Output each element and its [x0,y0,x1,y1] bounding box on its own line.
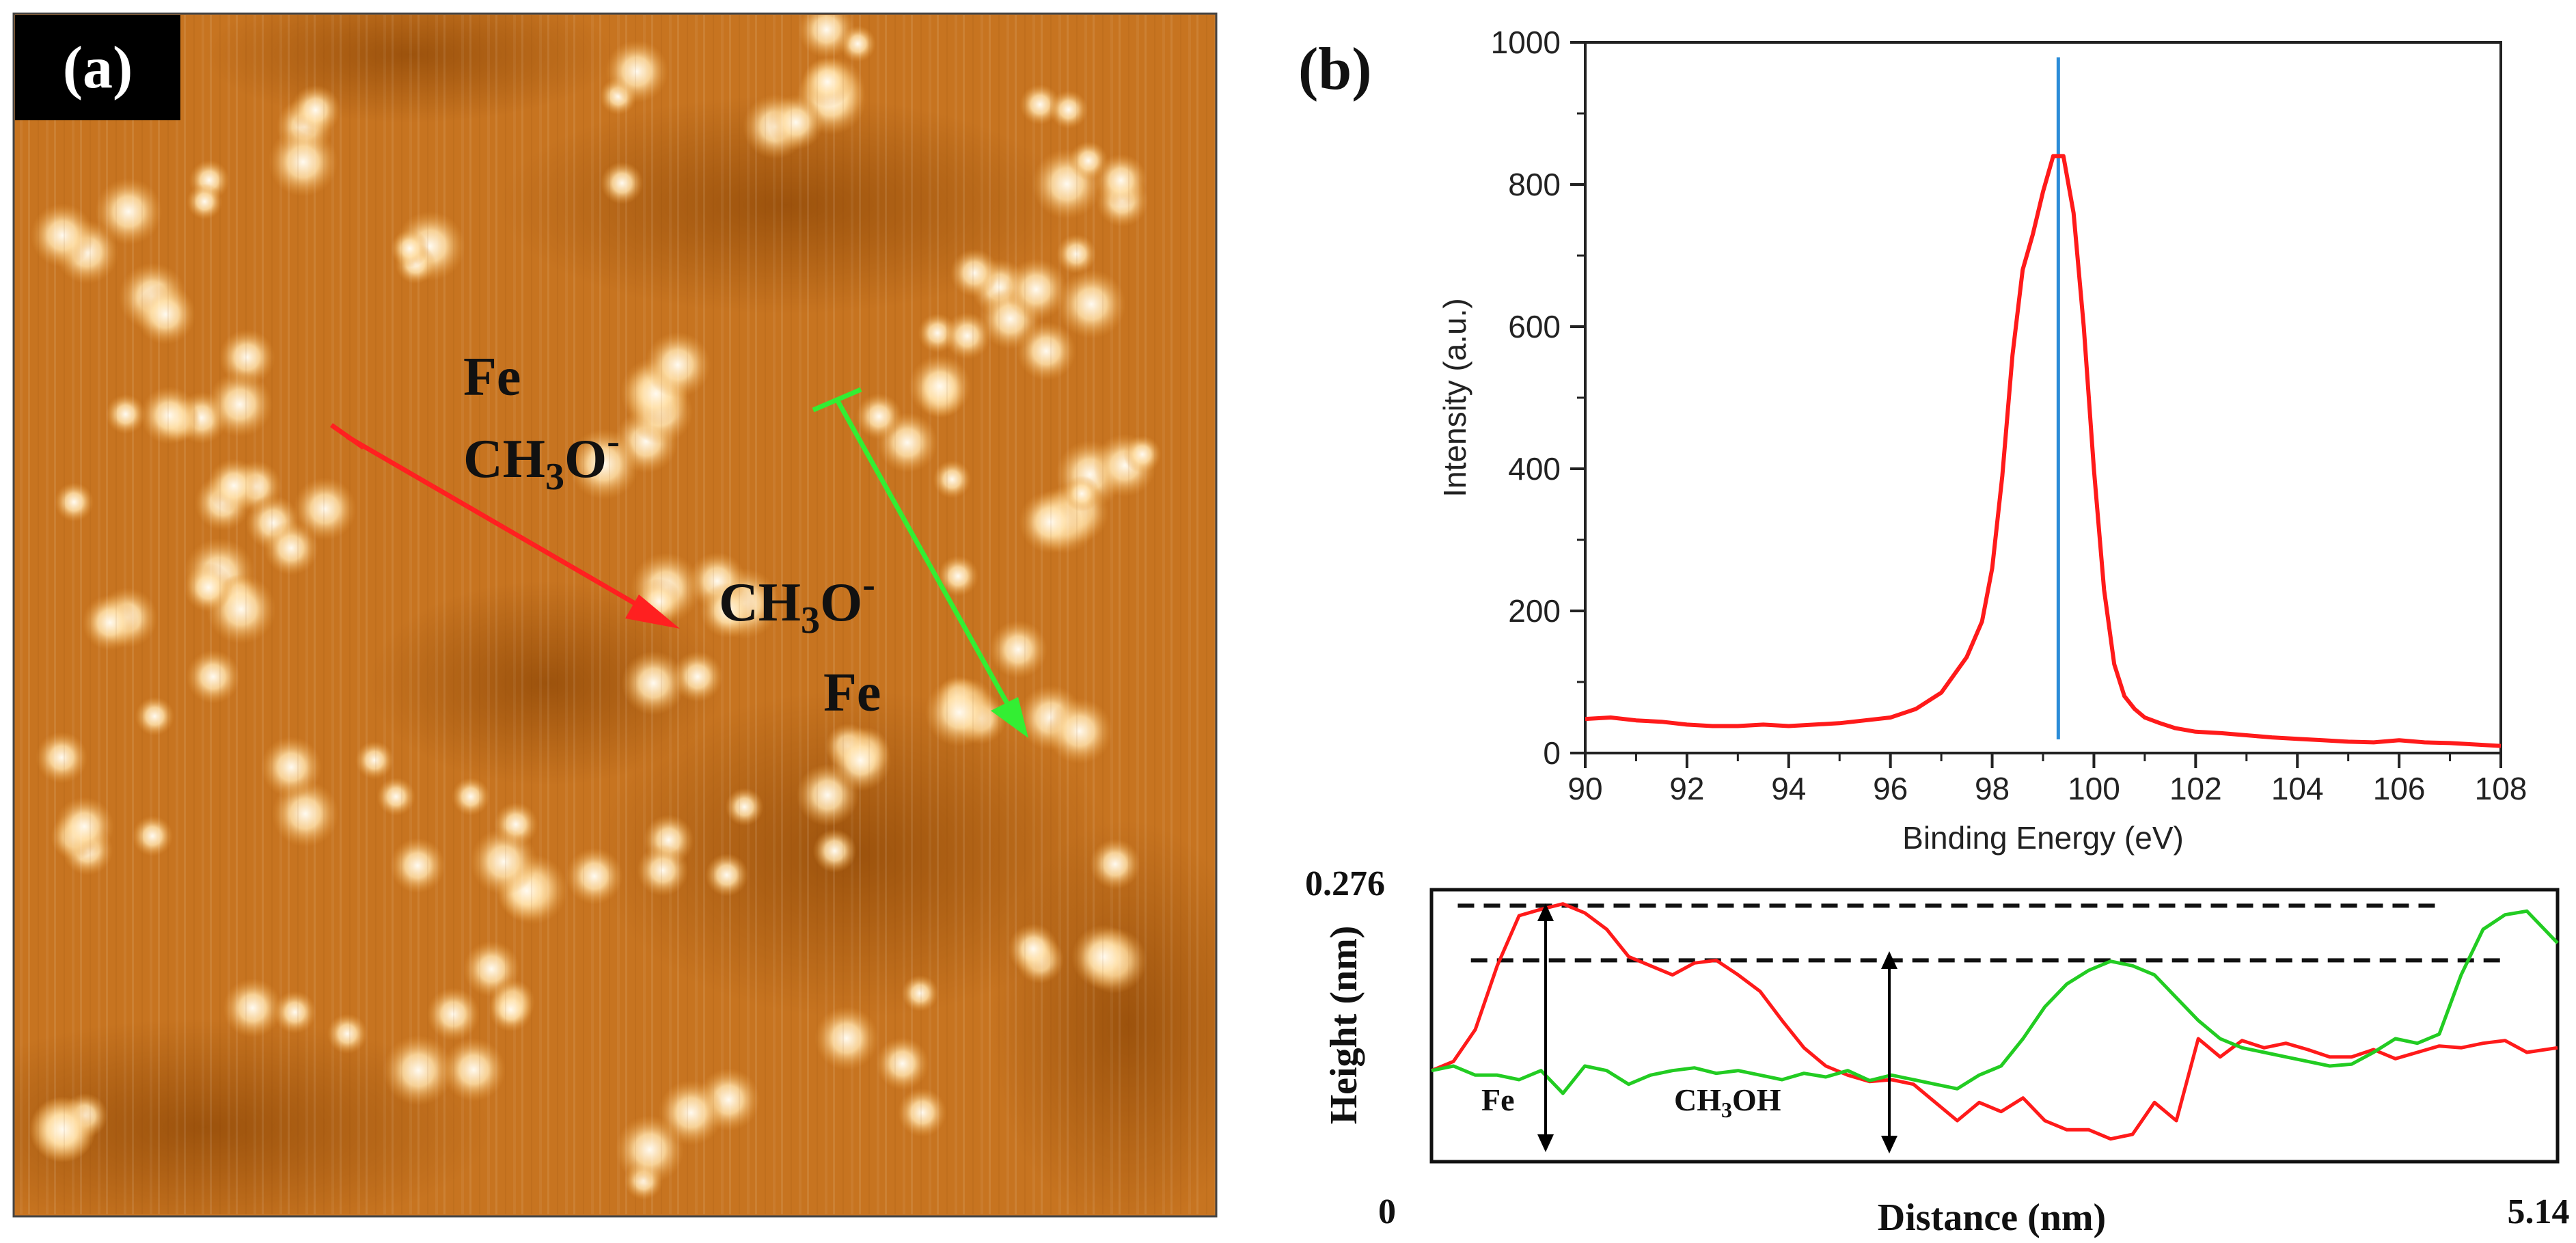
green-profile-arrow [812,387,1028,738]
xps-x-tick-label: 108 [2475,771,2527,806]
xps-y-tick-label: 200 [1508,593,1561,629]
xps-x-tick-label: 104 [2271,771,2324,806]
xps-x-tick-label: 106 [2373,771,2426,806]
xps-y-axis-label: Intensity (a.u.) [1437,298,1472,497]
profile-y-axis-label: Height (nm) [1323,926,1365,1125]
fe-height-arrow [1537,903,1554,1152]
profile-y-tick-top: 0.276 [1305,864,1385,903]
stm-image-panel: (a) Fe CH3O- CH3O- Fe [12,12,1218,1218]
profile-x-axis-label: Distance (nm) [1878,1197,2106,1239]
profile-red-curve [1431,902,2558,1141]
xps-y-ticks: 0 200 400 600 800 1000 [1491,25,1585,771]
xps-x-tick-label: 102 [2169,771,2222,806]
xps-y-tick-label: 1000 [1491,25,1561,60]
red-profile-arrow [329,423,680,629]
xps-curve [1585,154,2502,748]
xps-x-tick-label: 94 [1771,771,1806,806]
height-profile-chart: Fe CH3OH 0.276 0 5.14 Distance (nm) Heig… [1305,864,2570,1239]
profile-green-curve [1431,909,2559,1095]
panel-a-label-box [15,15,180,120]
profile-ch3oh-label: CH3OH [1674,1082,1781,1122]
xps-y-tick-label: 400 [1508,451,1561,487]
xps-x-tick-label: 92 [1669,771,1704,806]
profile-plot-frame [1429,888,2560,1164]
xps-y-tick-label: 800 [1508,167,1561,202]
xps-x-axis-label: Binding Energy (eV) [1902,820,2184,856]
profile-fe-label: Fe [1481,1082,1515,1117]
ch3oh-height-arrow [1881,951,1897,1153]
xps-x-tick-label: 100 [2068,771,2120,806]
xps-plot-frame [1584,41,2502,754]
xps-x-ticks: 90 92 94 96 98 100 102 104 106 108 [1567,753,2527,806]
annotation-fe-middle: Fe [823,663,881,723]
profile-dashed-levels [1457,903,2510,963]
panel-a-label: (a) [63,35,133,101]
xps-y-tick-label: 0 [1543,735,1561,771]
profile-x-tick-right: 5.14 [2508,1192,2570,1231]
xps-x-tick-label: 90 [1567,771,1602,806]
xps-chart: 0 200 400 600 800 1000 90 92 94 96 98 100 102 104 106… [1437,25,2527,856]
annotation-fe-top: Fe [463,347,521,407]
annotation-ch3o-middle: CH3O- [719,564,875,642]
panel-b-label: (b) [1298,36,1372,103]
xps-y-tick-label: 600 [1508,309,1561,344]
xps-x-tick-label: 96 [1873,771,1908,806]
profile-x-tick-left: 0 [1378,1192,1396,1231]
annotation-ch3o-top: CH3O- [463,420,620,498]
xps-x-tick-label: 98 [1975,771,2010,806]
